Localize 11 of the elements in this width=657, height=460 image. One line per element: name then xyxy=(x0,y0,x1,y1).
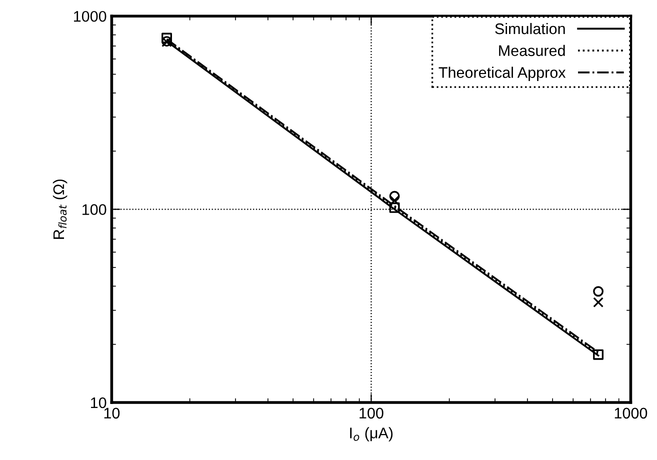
y-axis-title: R$_{float}$ (Ω) xyxy=(52,180,68,239)
legend-label: Simulation xyxy=(495,22,565,34)
legend-label: Theoretical Approx xyxy=(438,66,566,81)
y-tick-label: 10 xyxy=(91,397,106,408)
x-tick-label: 10 xyxy=(104,408,120,419)
x-axis-title: I$_{o}$ (μA) xyxy=(350,427,393,442)
y-tick-label: 1000 xyxy=(74,10,106,22)
x-tick-label: 100 xyxy=(360,408,384,419)
y-tick-label: 100 xyxy=(82,204,106,215)
x-tick-label: 1000 xyxy=(614,408,648,419)
legend-label: Measured xyxy=(499,44,565,56)
